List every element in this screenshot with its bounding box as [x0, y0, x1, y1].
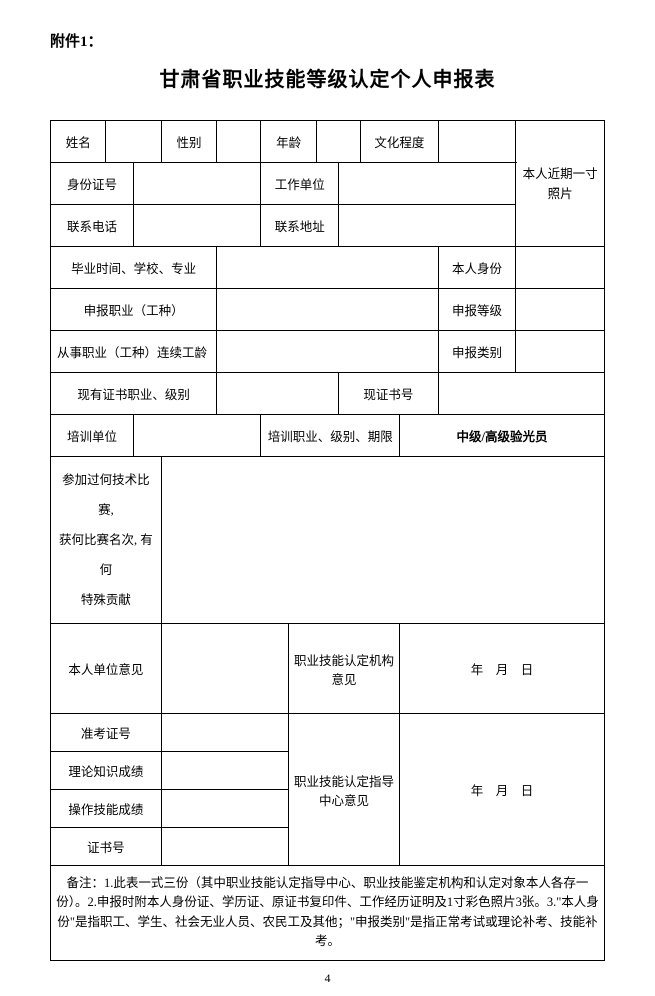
field-category — [516, 331, 605, 373]
field-theory — [161, 752, 288, 790]
label-agency-opinion: 职业技能认定机构意见 — [289, 624, 400, 714]
label-id-number: 身份证号 — [51, 163, 134, 205]
field-identity — [516, 247, 605, 289]
label-occupation: 申报职业（工种） — [51, 289, 217, 331]
field-guidance-date: 年 月 日 — [399, 714, 604, 866]
field-tenure — [217, 331, 439, 373]
label-work-unit: 工作单位 — [261, 163, 339, 205]
label-admission: 准考证号 — [51, 714, 162, 752]
label-tenure: 从事职业（工种）连续工龄 — [51, 331, 217, 373]
field-work-unit — [339, 163, 516, 205]
label-category: 申报类别 — [438, 331, 516, 373]
field-id-number — [134, 163, 261, 205]
label-cert-no: 证书号 — [51, 828, 162, 866]
label-competition: 参加过何技术比赛, 获何比赛名次, 有何 特殊贡献 — [51, 457, 162, 624]
field-agency-date: 年 月 日 — [399, 624, 604, 714]
label-identity: 本人身份 — [438, 247, 516, 289]
competition-line2: 获何比赛名次, 有何 — [55, 525, 157, 585]
field-unit-opinion — [161, 624, 288, 714]
label-guidance-opinion: 职业技能认定指导中心意见 — [289, 714, 400, 866]
field-phone — [134, 205, 261, 247]
field-level-text: 中级/高级验光员 — [399, 415, 604, 457]
field-occupation — [217, 289, 439, 331]
label-cert-number: 现证书号 — [339, 373, 439, 415]
label-practical: 操作技能成绩 — [51, 790, 162, 828]
field-apply-level — [516, 289, 605, 331]
field-graduation — [217, 247, 439, 289]
form-title: 甘肃省职业技能等级认定个人申报表 — [50, 63, 605, 92]
application-form-table: 姓名 性别 年龄 文化程度 本人近期一寸照片 身份证号 工作单位 联系电话 联系… — [50, 120, 605, 961]
label-address: 联系地址 — [261, 205, 339, 247]
label-training-info: 培训职业、级别、期限 — [261, 415, 399, 457]
field-existing-cert — [217, 373, 339, 415]
field-address — [339, 205, 516, 247]
label-unit-opinion: 本人单位意见 — [51, 624, 162, 714]
field-admission — [161, 714, 288, 752]
label-apply-level: 申报等级 — [438, 289, 516, 331]
field-age — [316, 121, 360, 163]
field-competition — [161, 457, 604, 624]
field-name — [106, 121, 161, 163]
field-cert-no — [161, 828, 288, 866]
label-graduation: 毕业时间、学校、专业 — [51, 247, 217, 289]
label-age: 年龄 — [261, 121, 316, 163]
label-name: 姓名 — [51, 121, 106, 163]
label-education: 文化程度 — [361, 121, 439, 163]
attachment-label: 附件1： — [50, 30, 605, 51]
page-number: 4 — [50, 971, 605, 986]
label-phone: 联系电话 — [51, 205, 134, 247]
competition-line3: 特殊贡献 — [55, 585, 157, 615]
field-gender — [217, 121, 261, 163]
field-training-unit — [134, 415, 261, 457]
field-cert-number — [438, 373, 604, 415]
label-training-unit: 培训单位 — [51, 415, 134, 457]
competition-line1: 参加过何技术比赛, — [55, 465, 157, 525]
label-existing-cert: 现有证书职业、级别 — [51, 373, 217, 415]
label-gender: 性别 — [161, 121, 216, 163]
photo-placeholder: 本人近期一寸照片 — [516, 121, 605, 247]
label-theory: 理论知识成绩 — [51, 752, 162, 790]
notes-text: 备注：1.此表一式三份（其中职业技能认定指导中心、职业技能鉴定机构和认定对象本人… — [51, 866, 605, 961]
field-education — [438, 121, 516, 163]
field-practical — [161, 790, 288, 828]
